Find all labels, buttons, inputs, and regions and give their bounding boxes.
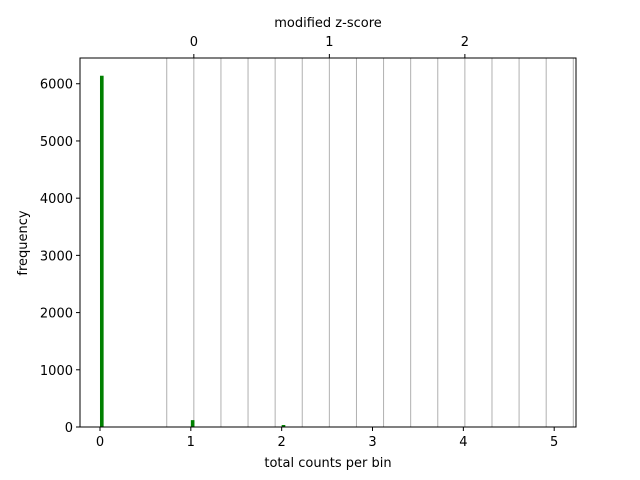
grid-lines xyxy=(166,58,574,427)
top-axis-label: modified z-score xyxy=(274,16,382,31)
x-axis-ticks: 0 1 2 3 4 5 xyxy=(96,427,558,450)
y-tick-label: 0 xyxy=(65,421,73,436)
x-tick-label: 5 xyxy=(550,435,558,450)
x-tick-label: 4 xyxy=(459,435,467,450)
y-tick-label: 6000 xyxy=(40,78,73,93)
top-axis-ticks: 0 1 2 xyxy=(190,35,469,58)
y-tick-label: 3000 xyxy=(40,249,73,264)
top-tick-label: 1 xyxy=(325,35,333,50)
x-tick-label: 3 xyxy=(368,435,376,450)
y-tick-label: 2000 xyxy=(40,307,73,322)
histogram-bar xyxy=(281,424,286,427)
histogram-bar xyxy=(190,420,195,427)
bars xyxy=(99,75,286,427)
y-tick-label: 5000 xyxy=(40,135,73,150)
x-axis-label: total counts per bin xyxy=(264,456,391,471)
histogram-bar xyxy=(99,75,104,427)
y-axis-label: frequency xyxy=(16,210,31,276)
y-axis-ticks: 0 1000 2000 3000 4000 5000 6000 xyxy=(40,78,80,436)
top-tick-label: 2 xyxy=(461,35,469,50)
y-tick-label: 4000 xyxy=(40,192,73,207)
y-tick-label: 1000 xyxy=(40,364,73,379)
x-tick-label: 0 xyxy=(96,435,104,450)
x-tick-label: 2 xyxy=(278,435,286,450)
plot-frame xyxy=(79,57,577,428)
top-tick-label: 0 xyxy=(190,35,198,50)
x-tick-label: 1 xyxy=(187,435,195,450)
